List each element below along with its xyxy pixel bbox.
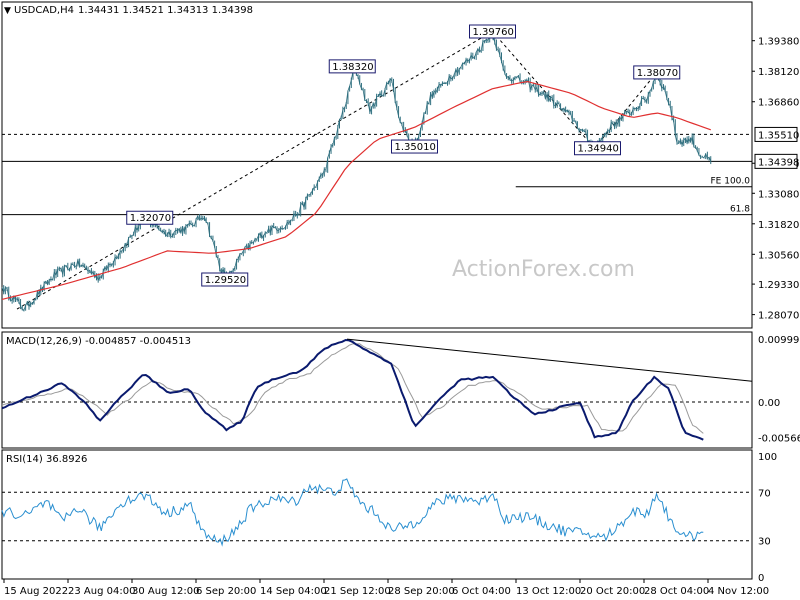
x-tick-label: 21 Sep 12:00	[324, 586, 391, 597]
watermark: ActionForex.com	[452, 257, 635, 282]
macd-line	[1, 338, 704, 441]
resistance-level-label-text: 1.35510	[758, 130, 799, 141]
current-price-label-box	[754, 153, 798, 169]
resistance-level-label: 1.35510	[754, 126, 799, 142]
price-tick-label: 1.38120	[758, 67, 799, 78]
price-annotation-text: 1.32070	[130, 213, 171, 224]
rsi-panel-border	[1, 449, 753, 580]
price-tick-label: 1.36860	[758, 98, 799, 109]
x-tick-label: 23 Aug 04:00	[68, 586, 135, 597]
price-annotation: 1.39760	[469, 24, 516, 39]
x-tick-label: 13 Oct 12:00	[516, 586, 581, 597]
price-annotation-box	[633, 65, 681, 80]
price-annotation-text: 1.34940	[578, 144, 619, 155]
x-tick-label: 6 Oct 04:00	[452, 586, 511, 597]
price-annotation-box	[574, 141, 621, 156]
fe-level-label: FE 100.0	[711, 177, 751, 187]
price-tick-label: 1.28070	[758, 311, 799, 322]
price-annotation-text: 1.38320	[332, 62, 373, 73]
rsi-title: RSI(14) 36.8926	[6, 454, 87, 465]
price-trendline	[492, 31, 595, 149]
rsi-line	[1, 478, 704, 547]
price-annotation: 1.34940	[574, 141, 621, 156]
rsi-tick-label: 70	[758, 488, 771, 499]
price-annotation-text: 1.35010	[395, 142, 436, 153]
price-tick-label: 1.39380	[758, 37, 799, 48]
price-tick-label: 1.29330	[758, 280, 799, 291]
x-tick-label: 28 Oct 04:00	[644, 586, 709, 597]
macd-layer	[1, 338, 753, 441]
price-annotation: 1.38320	[328, 59, 376, 74]
resistance-level-label-box	[754, 126, 798, 142]
current-price-label: 1.34398	[754, 153, 799, 169]
rsi-tick-label: 30	[758, 537, 771, 548]
price-layer: FE 100.0 61.8 1.32070 1.29520 1.38320 1.35010…	[1, 24, 752, 312]
price-annotation-box	[126, 210, 174, 225]
price-tick-label: 1.33080	[758, 189, 799, 200]
collapse-icon[interactable]: ▼	[4, 6, 11, 16]
price-annotation-box	[469, 24, 516, 39]
price-annotation: 1.35010	[391, 139, 438, 154]
price-header-symbol: USDCAD,H4	[14, 5, 74, 16]
price-annotation-box	[328, 59, 376, 74]
price-annotation-box	[391, 139, 438, 154]
price-annotation-text: 1.29520	[205, 275, 246, 286]
rsi-tick-label: 0	[758, 573, 764, 584]
price-trendline	[594, 72, 658, 149]
current-price-label-text: 1.34398	[758, 157, 799, 168]
macd-title: MACD(12,26,9) -0.004857 -0.004513	[6, 336, 191, 347]
x-tick-label: 4 Nov 12:00	[708, 586, 769, 597]
macd-trendline	[346, 338, 753, 382]
price-trendline	[16, 31, 493, 310]
rsi-layer	[1, 478, 752, 547]
macd-panel-border	[1, 331, 753, 449]
macd-tick-label: 0.00	[758, 398, 780, 409]
x-tick-label: 6 Sep 20:00	[196, 586, 256, 597]
price-annotation-text: 1.38070	[637, 68, 678, 79]
price-header-ohlc: 1.34431 1.34521 1.34313 1.34398	[78, 5, 253, 16]
fib-level-label: 61.8	[730, 205, 750, 215]
x-tick-label: 15 Aug 2022	[4, 586, 68, 597]
price-annotation: 1.29520	[201, 272, 249, 287]
axis-layer: 1.393801.381201.368601.343201.330801.318…	[3, 37, 800, 597]
x-tick-label: 30 Aug 12:00	[132, 586, 199, 597]
price-annotation-box	[201, 272, 249, 287]
price-tick-label: 1.31820	[758, 220, 799, 231]
x-tick-label: 28 Sep 20:00	[388, 586, 455, 597]
macd-signal-line	[1, 343, 704, 434]
moving-average-line	[1, 80, 711, 300]
x-tick-label: 14 Sep 04:00	[260, 586, 327, 597]
price-annotation-text: 1.39760	[473, 27, 514, 38]
price-panel-border	[1, 1, 753, 329]
price-tick-label: 1.30560	[758, 250, 799, 261]
price-annotation: 1.32070	[126, 210, 174, 225]
macd-tick-label: -0.005668	[758, 434, 800, 445]
price-annotation: 1.38070	[633, 65, 681, 80]
macd-tick-label: 0.009992	[758, 335, 800, 346]
rsi-tick-label: 100	[758, 452, 777, 463]
x-tick-label: 20 Oct 20:00	[580, 586, 645, 597]
